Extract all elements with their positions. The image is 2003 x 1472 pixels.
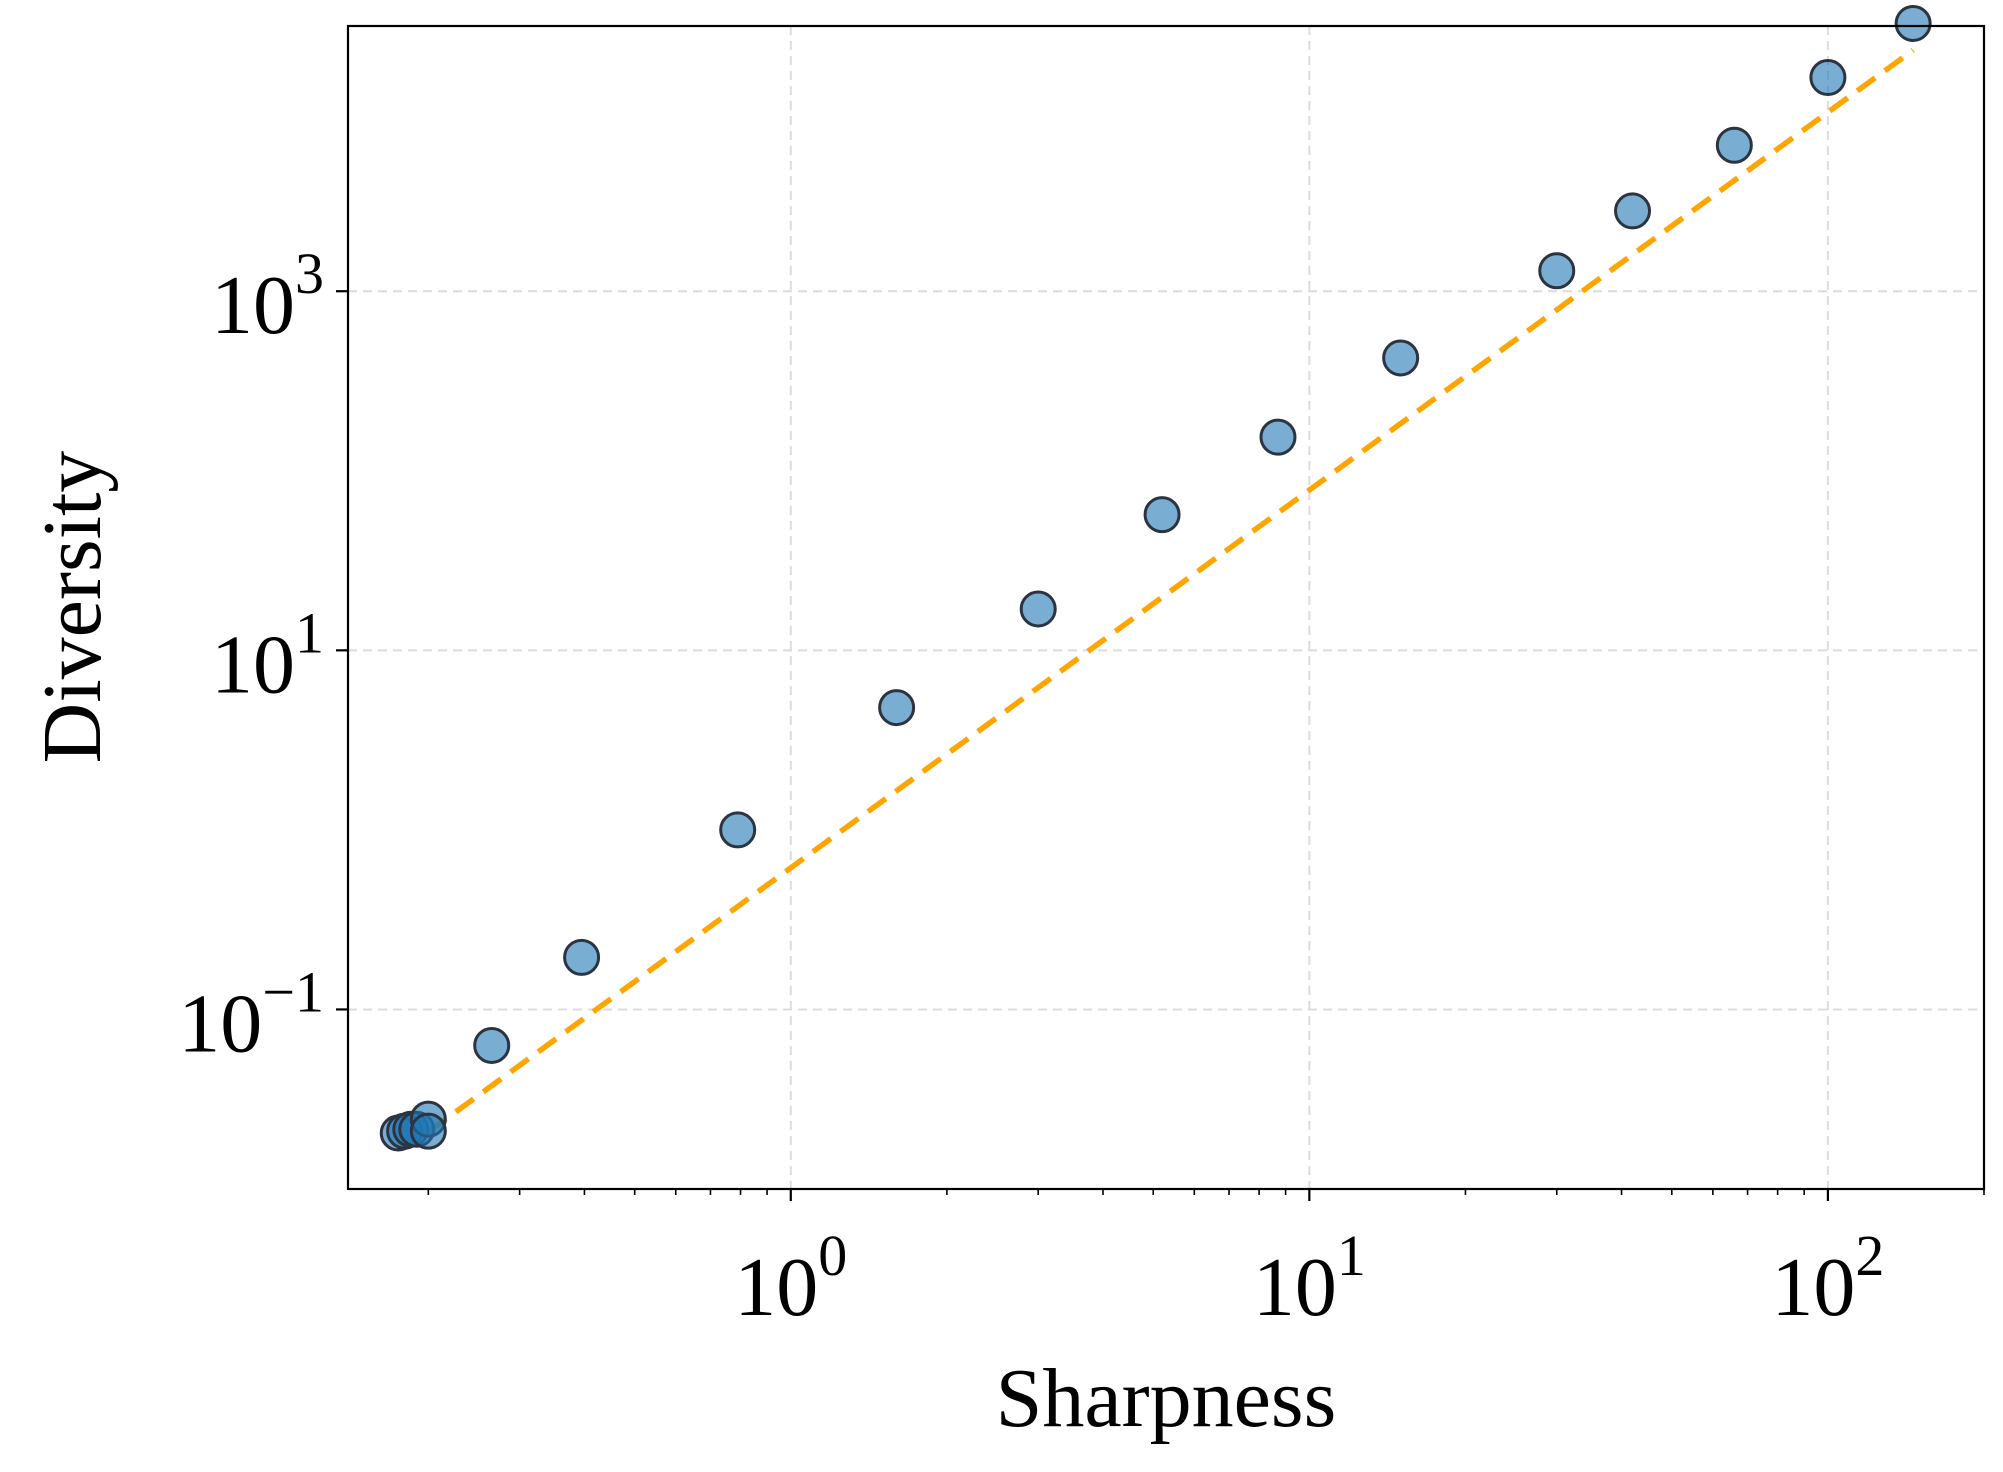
plot-frame bbox=[346, 24, 1986, 1191]
data-point-11 bbox=[1143, 496, 1181, 534]
tick-labels: 100 101 102 10−1 101 103 bbox=[178, 241, 1884, 1334]
x-axis-label: Sharpness bbox=[996, 1352, 1337, 1445]
x-tick-label-2: 102 bbox=[1771, 1223, 1884, 1334]
fit-line-group bbox=[426, 47, 1915, 1135]
fit-line bbox=[426, 47, 1915, 1135]
data-point-13 bbox=[1382, 339, 1420, 377]
x-tick-label-0: 100 bbox=[734, 1223, 847, 1334]
data-point-17 bbox=[1809, 58, 1847, 96]
data-points-group bbox=[379, 4, 1932, 1152]
x-tick-label-1: 101 bbox=[1253, 1223, 1366, 1334]
data-point-10 bbox=[1019, 590, 1057, 628]
data-point-18 bbox=[1894, 4, 1932, 42]
y-axis-label: Diversity bbox=[26, 451, 119, 764]
data-point-6 bbox=[473, 1026, 511, 1064]
data-point-15 bbox=[1614, 192, 1652, 230]
grid-lines bbox=[348, 26, 1984, 1189]
data-point-8 bbox=[719, 811, 757, 849]
data-point-9 bbox=[878, 689, 916, 727]
axis-ticks bbox=[336, 290, 1985, 1201]
data-point-5 bbox=[409, 1112, 447, 1150]
data-point-7 bbox=[563, 938, 601, 976]
data-point-16 bbox=[1715, 126, 1753, 164]
data-point-12 bbox=[1259, 418, 1297, 456]
y-tick-label-1: 101 bbox=[211, 600, 324, 711]
data-point-14 bbox=[1538, 252, 1576, 290]
y-tick-label-0: 10−1 bbox=[178, 959, 324, 1070]
y-tick-label-2: 103 bbox=[211, 241, 324, 352]
